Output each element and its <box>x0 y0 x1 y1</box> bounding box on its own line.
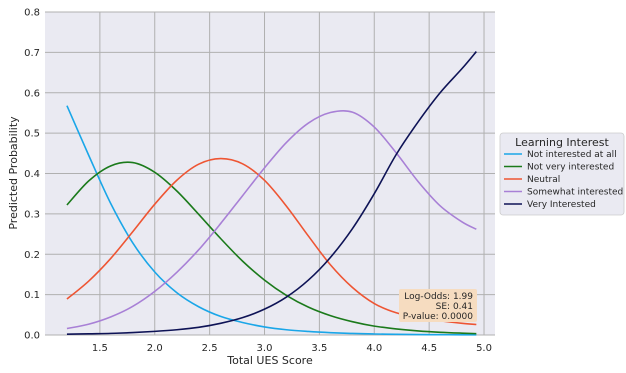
x-tick-label: 2.0 <box>147 343 163 354</box>
y-tick-label: 0.8 <box>24 8 40 19</box>
series-line-1 <box>66 161 477 335</box>
legend-label-0: Not interested at all <box>527 150 617 160</box>
annotation-box <box>399 289 477 322</box>
legend-box <box>499 132 625 216</box>
x-tick-label: 4.5 <box>421 343 437 354</box>
y-tick-label: 0.0 <box>24 331 40 342</box>
x-tick-label: 2.5 <box>202 343 218 354</box>
annotation-line-1: Log-Odds: 1.99 <box>404 292 473 302</box>
x-tick-label: 1.5 <box>92 343 108 354</box>
x-tick-label: 4.0 <box>366 343 382 354</box>
annotation-line-2: SE: 0.41 <box>436 302 473 312</box>
legend-label-2: Neutral <box>527 175 560 185</box>
y-tick-label: 0.7 <box>24 48 40 59</box>
y-tick-label: 0.6 <box>24 88 40 99</box>
x-tick-label: 3.0 <box>257 343 273 354</box>
x-tick-label: 5.0 <box>476 343 492 354</box>
y-tick-label: 0.4 <box>24 169 40 180</box>
legend-label-1: Not very interested <box>527 163 614 173</box>
y-tick-label: 0.1 <box>24 290 40 301</box>
series-line-4 <box>66 51 477 335</box>
series-line-3 <box>66 109 477 330</box>
legend-label-3: Somewhat interested <box>527 188 623 198</box>
y-tick-labels: 0.0 0.1 0.2 0.3 0.4 0.5 0.6 0.7 0.8 <box>24 8 40 342</box>
series-line-0 <box>66 105 477 336</box>
annotation-line-3: P-value: 0.0000 <box>403 312 473 322</box>
legend-items: Not interested at all Not very interested… <box>504 150 623 210</box>
legend-label-4: Very Interested <box>527 200 596 210</box>
x-tick-label: 3.5 <box>311 343 327 354</box>
legend-title: Learning Interest <box>515 136 609 149</box>
x-axis-label: Total UES Score <box>226 354 313 367</box>
y-tick-label: 0.2 <box>24 250 40 261</box>
x-tick-labels: 1.5 2.0 2.5 3.0 3.5 4.0 4.5 5.0 <box>92 343 492 354</box>
y-tick-label: 0.5 <box>24 129 40 140</box>
stats-annotation: Log-Odds: 1.99 SE: 0.41 P-value: 0.0000 <box>399 289 477 322</box>
y-tick-label: 0.3 <box>24 209 40 220</box>
y-axis-label: Predicted Probability <box>7 116 20 230</box>
legend: Learning Interest Not interested at allN… <box>499 132 625 216</box>
